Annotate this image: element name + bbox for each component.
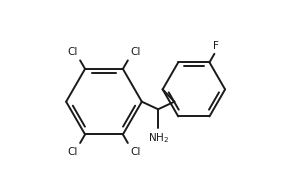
- Text: Cl: Cl: [68, 146, 78, 157]
- Text: F: F: [213, 41, 219, 51]
- Text: NH$_2$: NH$_2$: [148, 132, 169, 145]
- Text: Cl: Cl: [130, 146, 140, 157]
- Text: Cl: Cl: [68, 47, 78, 57]
- Text: Cl: Cl: [130, 47, 140, 57]
